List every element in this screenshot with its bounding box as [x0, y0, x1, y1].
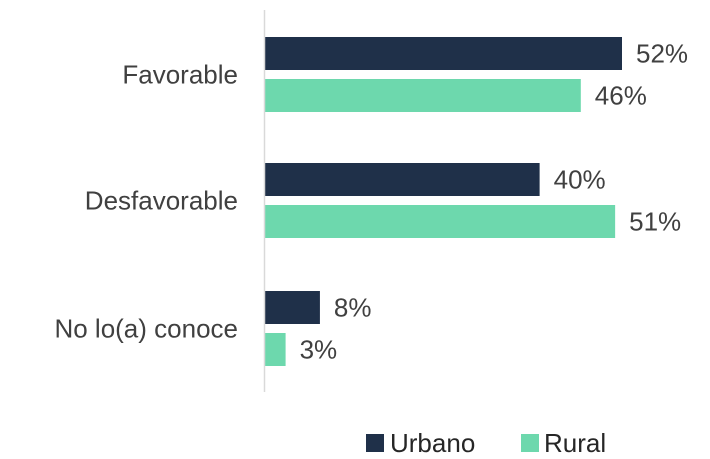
bars-layer	[265, 37, 622, 366]
bar-urbano	[265, 291, 320, 324]
legend-label-rural: Rural	[544, 428, 606, 458]
bar-urbano	[265, 163, 540, 196]
category-label: Favorable	[122, 60, 238, 90]
data-label: 52%	[636, 39, 688, 69]
data-label: 46%	[595, 81, 647, 111]
data-label: 40%	[554, 165, 606, 195]
data-label: 51%	[629, 207, 681, 237]
category-label: Desfavorable	[85, 186, 238, 216]
legend-swatch-rural	[521, 434, 539, 452]
labels-layer: Favorable 52% 46% Desfavorable 40% 51% No lo(a…	[54, 39, 688, 365]
legend-swatch-urbano	[366, 434, 384, 452]
bar-rural	[265, 79, 581, 112]
category-label: No lo(a) conoce	[54, 314, 238, 344]
bar-rural	[265, 333, 286, 366]
data-label: 3%	[300, 335, 338, 365]
data-label: 8%	[334, 293, 372, 323]
bar-rural	[265, 205, 616, 238]
legend-label-urbano: Urbano	[390, 428, 475, 458]
bar-urbano	[265, 37, 622, 70]
legend: Urbano Rural	[366, 428, 606, 458]
